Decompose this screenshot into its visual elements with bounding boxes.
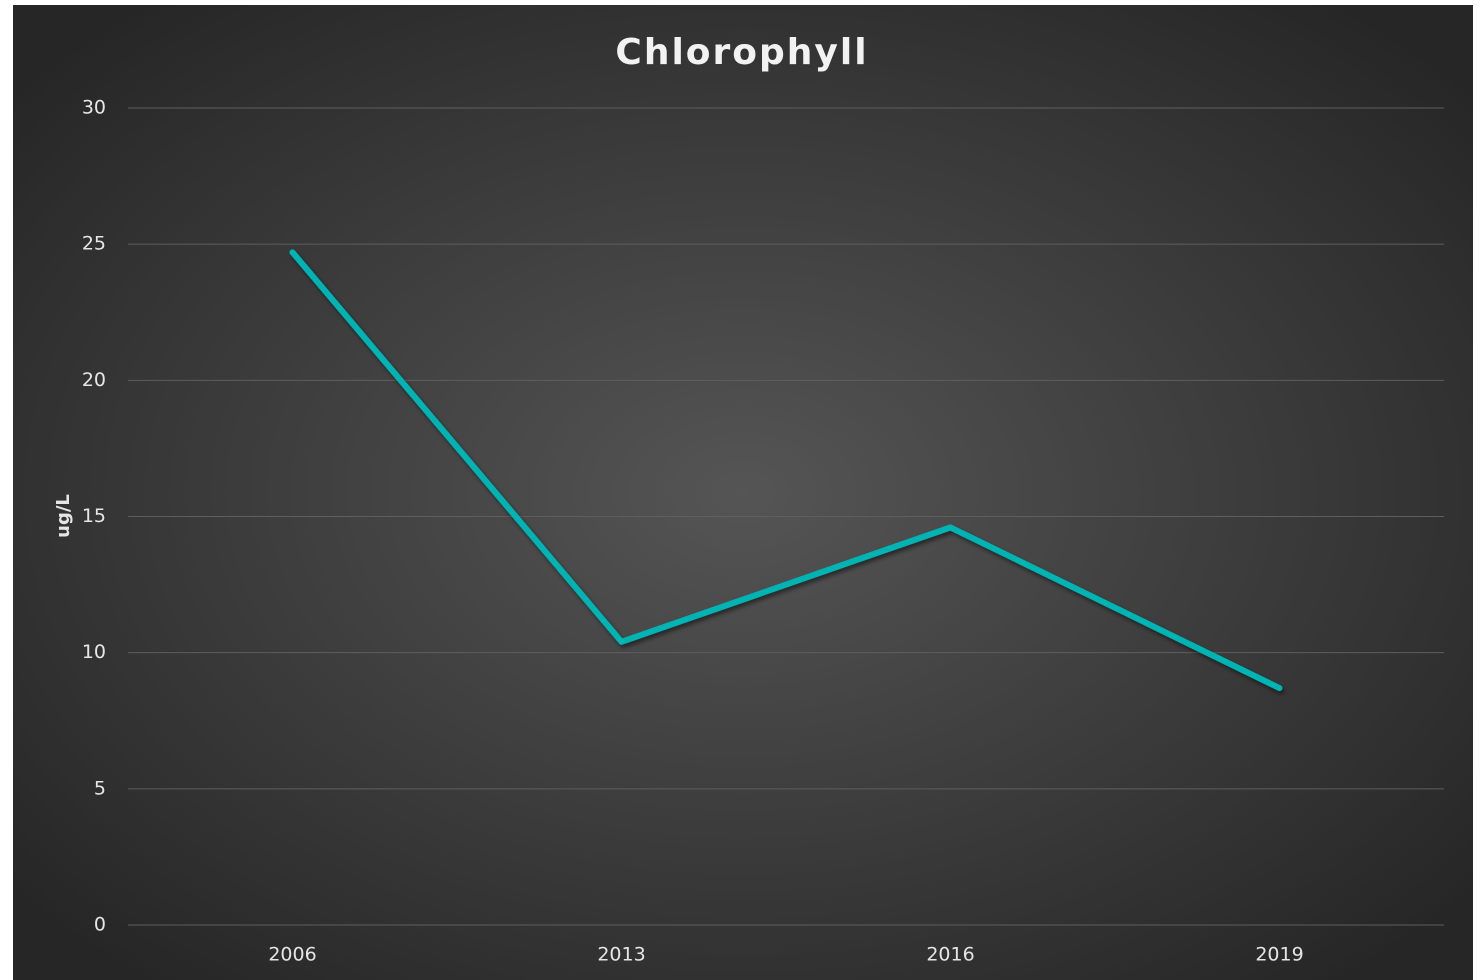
- data-line: [289, 249, 1283, 692]
- x-tick-label: 2013: [597, 944, 645, 966]
- chart-background: [13, 5, 1473, 980]
- y-tick-label: 20: [82, 369, 106, 391]
- y-tick-label: 25: [82, 233, 106, 255]
- chart-title: Chlorophyll: [615, 32, 868, 73]
- y-tick-label: 30: [82, 97, 106, 119]
- y-axis-title: ug/L: [53, 494, 74, 538]
- y-tick-label: 15: [82, 505, 106, 527]
- x-tick-label: 2019: [1255, 944, 1303, 966]
- y-tick-label: 10: [82, 641, 106, 663]
- x-tick-label: 2006: [268, 944, 316, 966]
- y-tick-label: 5: [94, 777, 106, 799]
- y-tick-label: 0: [94, 914, 106, 936]
- x-tick-label: 2016: [926, 944, 974, 966]
